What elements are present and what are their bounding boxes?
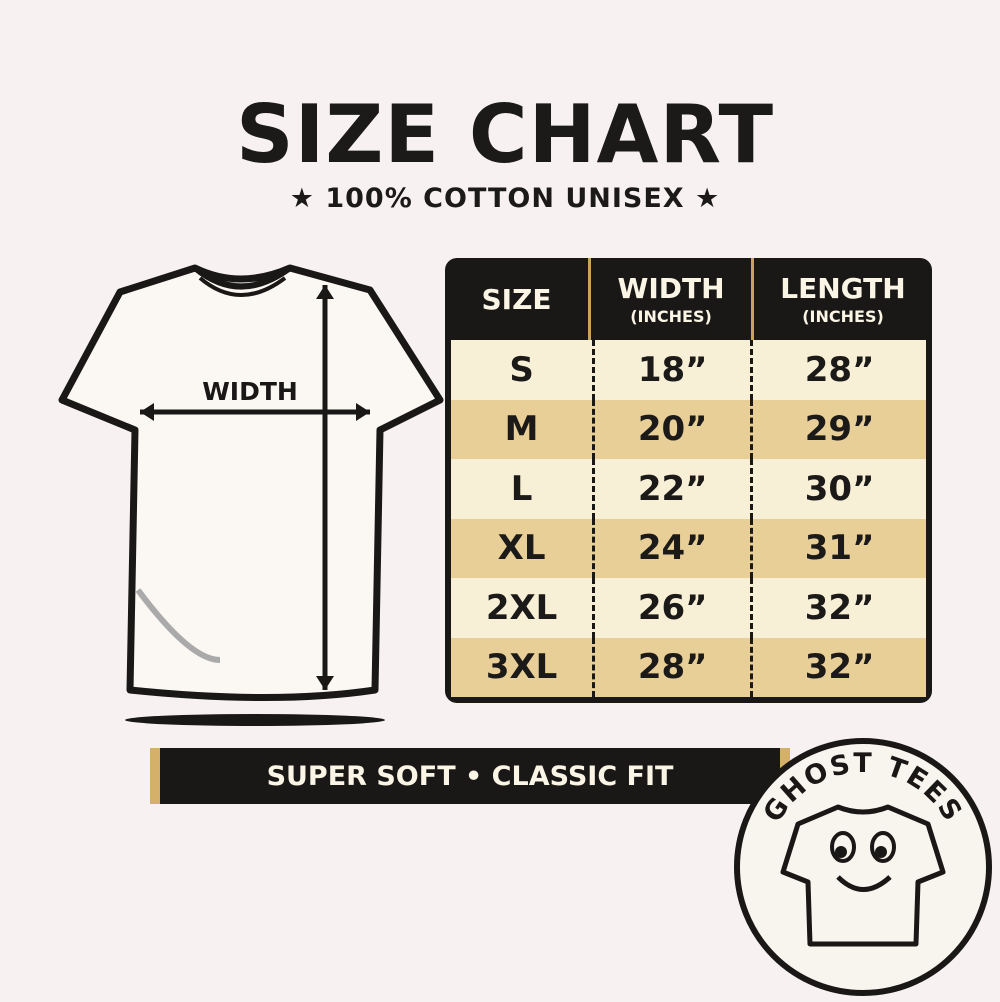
table-row: 3XL 28” 32” [451,637,926,697]
cell-width: 26” [592,578,750,638]
table-body: S 18” 28” M 20” 29” L 22” 30” XL 24” 31” 2XL 26” 32” 3X… [451,340,926,697]
cell-width: 20” [592,399,750,459]
table-row: L 22” 30” [451,459,926,519]
cell-length: 30” [750,459,926,519]
cell-width: 28” [592,637,750,697]
col-width: WIDTH (INCHES) [588,258,751,340]
col-unit: (INCHES) [630,307,712,326]
col-label: LENGTH [780,272,906,305]
table-row: XL 24” 31” [451,518,926,578]
col-label: SIZE [481,282,552,316]
cell-size: S [509,349,534,390]
cell-size: XL [497,528,546,569]
cell-length: 32” [750,637,926,697]
cell-length: 32” [750,578,926,638]
col-size: SIZE [445,258,588,340]
size-table: SIZE WIDTH (INCHES) LENGTH (INCHES) S 18” 28… [445,258,932,703]
cell-width: 24” [592,518,750,578]
subtitle: ★ 100% COTTON UNISEX ★ [289,183,721,214]
ghost-tees-logo: GHOST TEES [734,738,992,996]
cell-size: L [510,468,533,509]
col-unit: (INCHES) [802,307,884,326]
tshirt-diagram: WIDTH [58,264,444,726]
tshirt-outline [58,264,444,701]
cell-length: 29” [750,399,926,459]
page-title: SIZE CHART [235,88,775,181]
cell-length: 28” [750,340,926,400]
cell-size: M [504,409,539,450]
table-row: 2XL 26” 32” [451,578,926,638]
table-row: M 20” 29” [451,399,926,459]
cell-size: 2XL [485,587,558,628]
col-length: LENGTH (INCHES) [751,258,932,340]
col-label: WIDTH [617,272,725,305]
feature-banner: SUPER SOFT • CLASSIC FIT [150,748,790,804]
table-header: SIZE WIDTH (INCHES) LENGTH (INCHES) [445,258,932,340]
cell-size: 3XL [485,647,558,688]
cell-length: 31” [750,518,926,578]
table-row: S 18” 28” [451,340,926,400]
width-label: WIDTH [202,377,298,406]
cell-width: 18” [592,340,750,400]
cell-width: 22” [592,459,750,519]
subtitle-text: 100% COTTON UNISEX [325,183,685,214]
